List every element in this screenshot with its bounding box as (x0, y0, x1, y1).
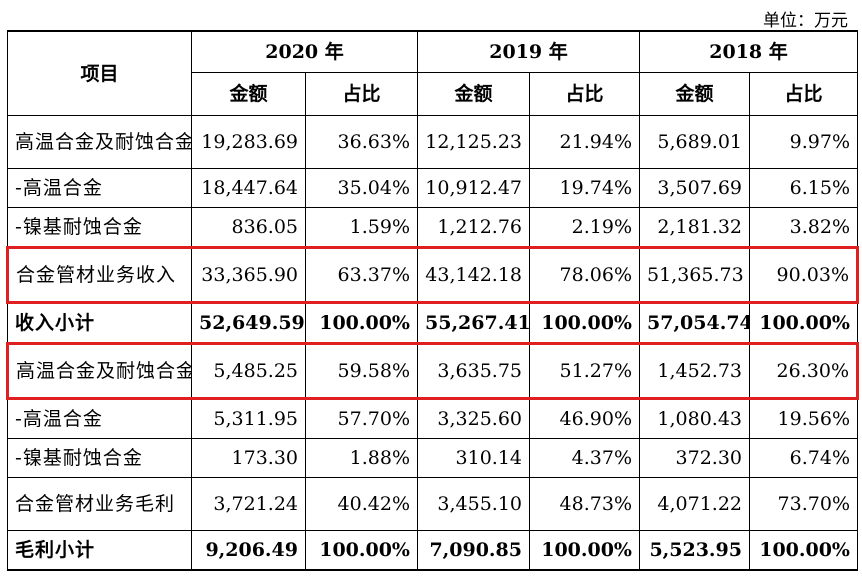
ratio-cell: 19.74% (529, 168, 640, 208)
amount-cell: 51,365.73 (639, 246, 750, 304)
ratio-cell: 51.27% (529, 342, 640, 400)
table-row: -镍基耐蚀合金 173.30 1.88% 310.14 4.37% 372.30… (7, 438, 858, 478)
ratio-cell: 63.37% (305, 246, 418, 304)
row-label: -高温合金 (7, 398, 192, 439)
amount-cell: 3,507.69 (639, 168, 750, 208)
ratio-cell: 46.90% (529, 398, 640, 439)
amount-cell: 9,206.49 (191, 530, 306, 571)
header-row-years: 项目 2020 年 2019 年 2018 年 (7, 30, 858, 116)
row-label: 高温合金及耐蚀合金业务毛利 (6, 342, 192, 400)
table-row-highlighted: 合金管材业务收入 33,365.90 63.37% 43,142.18 78.0… (6, 246, 859, 304)
header-ratio: 占比 (305, 72, 418, 116)
ratio-cell: 6.74% (749, 438, 858, 478)
table-row: -镍基耐蚀合金 836.05 1.59% 1,212.76 2.19% 2,18… (7, 207, 858, 248)
ratio-cell: 35.04% (305, 168, 418, 208)
table-row-subtotal: 毛利小计 9,206.49 100.00% 7,090.85 100.00% 5… (7, 530, 858, 571)
ratio-cell: 36.63% (305, 115, 418, 169)
amount-cell: 3,325.60 (417, 398, 530, 439)
table-row: 合金管材业务毛利 3,721.24 40.42% 3,455.10 48.73%… (7, 477, 858, 531)
ratio-cell: 21.94% (529, 115, 640, 169)
header-row-metrics: 金额 占比 金额 占比 金额 占比 (8, 72, 858, 116)
ratio-cell: 100.00% (529, 302, 640, 344)
amount-cell: 1,212.76 (417, 207, 530, 248)
ratio-cell: 100.00% (749, 302, 858, 344)
header-ratio: 占比 (749, 72, 858, 116)
ratio-cell: 48.73% (529, 477, 640, 531)
amount-cell: 1,080.43 (639, 398, 750, 439)
header-amount: 金额 (191, 72, 306, 116)
financial-table: 项目 2020 年 2019 年 2018 年 金额 占比 金额 占比 金额 占… (6, 30, 859, 571)
row-label: 毛利小计 (7, 530, 192, 571)
header-year-2019: 2019 年 (417, 30, 640, 73)
amount-cell: 173.30 (191, 438, 306, 478)
amount-cell: 5,523.95 (639, 530, 750, 571)
amount-cell: 43,142.18 (417, 246, 530, 304)
amount-cell: 33,365.90 (191, 246, 306, 304)
amount-cell: 18,447.64 (191, 168, 306, 208)
table-row: -高温合金 5,311.95 57.70% 3,325.60 46.90% 1,… (7, 398, 858, 439)
ratio-cell: 100.00% (749, 530, 858, 571)
table-row-subtotal: 收入小计 52,649.59 100.00% 55,267.41 100.00%… (7, 302, 858, 344)
amount-cell: 57,054.74 (639, 302, 750, 344)
amount-cell: 1,452.73 (639, 342, 750, 400)
ratio-cell: 3.82% (749, 207, 858, 248)
unit-label: 单位：万元 (763, 11, 848, 31)
table-row: 高温合金及耐蚀合金业务收入 19,283.69 36.63% 12,125.23… (7, 115, 858, 169)
amount-cell: 4,071.22 (639, 477, 750, 531)
ratio-cell: 1.88% (305, 438, 418, 478)
amount-cell: 12,125.23 (417, 115, 530, 169)
table-row-highlighted: 高温合金及耐蚀合金业务毛利 5,485.25 59.58% 3,635.75 5… (6, 342, 859, 400)
amount-cell: 3,635.75 (417, 342, 530, 400)
row-label: -镍基耐蚀合金 (7, 207, 192, 248)
ratio-cell: 90.03% (749, 246, 859, 304)
ratio-cell: 6.15% (749, 168, 858, 208)
header-amount: 金额 (639, 72, 750, 116)
amount-cell: 5,311.95 (191, 398, 306, 439)
row-label: -高温合金 (7, 168, 192, 208)
amount-cell: 5,485.25 (191, 342, 306, 400)
ratio-cell: 73.70% (749, 477, 858, 531)
row-label: 合金管材业务毛利 (7, 477, 192, 531)
amount-cell: 55,267.41 (417, 302, 530, 344)
ratio-cell: 26.30% (749, 342, 859, 400)
amount-cell: 52,649.59 (191, 302, 306, 344)
row-label: -镍基耐蚀合金 (7, 438, 192, 478)
ratio-cell: 59.58% (305, 342, 418, 400)
row-label: 合金管材业务收入 (6, 246, 192, 304)
header-item: 项目 (7, 30, 192, 116)
amount-cell: 19,283.69 (191, 115, 306, 169)
amount-cell: 5,689.01 (639, 115, 750, 169)
ratio-cell: 2.19% (529, 207, 640, 248)
ratio-cell: 100.00% (529, 530, 640, 571)
row-label: 收入小计 (7, 302, 192, 344)
ratio-cell: 57.70% (305, 398, 418, 439)
amount-cell: 2,181.32 (639, 207, 750, 248)
amount-cell: 836.05 (191, 207, 306, 248)
table-row: -高温合金 18,447.64 35.04% 10,912.47 19.74% … (7, 168, 858, 208)
ratio-cell: 40.42% (305, 477, 418, 531)
ratio-cell: 78.06% (529, 246, 640, 304)
ratio-cell: 9.97% (749, 115, 858, 169)
ratio-cell: 100.00% (305, 302, 418, 344)
ratio-cell: 100.00% (305, 530, 418, 571)
amount-cell: 3,455.10 (417, 477, 530, 531)
amount-cell: 10,912.47 (417, 168, 530, 208)
header-amount: 金额 (417, 72, 530, 116)
amount-cell: 310.14 (417, 438, 530, 478)
ratio-cell: 1.59% (305, 207, 418, 248)
row-label: 高温合金及耐蚀合金业务收入 (7, 115, 192, 169)
amount-cell: 3,721.24 (191, 477, 306, 531)
amount-cell: 372.30 (639, 438, 750, 478)
header-ratio: 占比 (529, 72, 640, 116)
ratio-cell: 19.56% (749, 398, 858, 439)
header-year-2018: 2018 年 (639, 30, 858, 73)
amount-cell: 7,090.85 (417, 530, 530, 571)
header-year-2020: 2020 年 (191, 30, 418, 73)
ratio-cell: 4.37% (529, 438, 640, 478)
